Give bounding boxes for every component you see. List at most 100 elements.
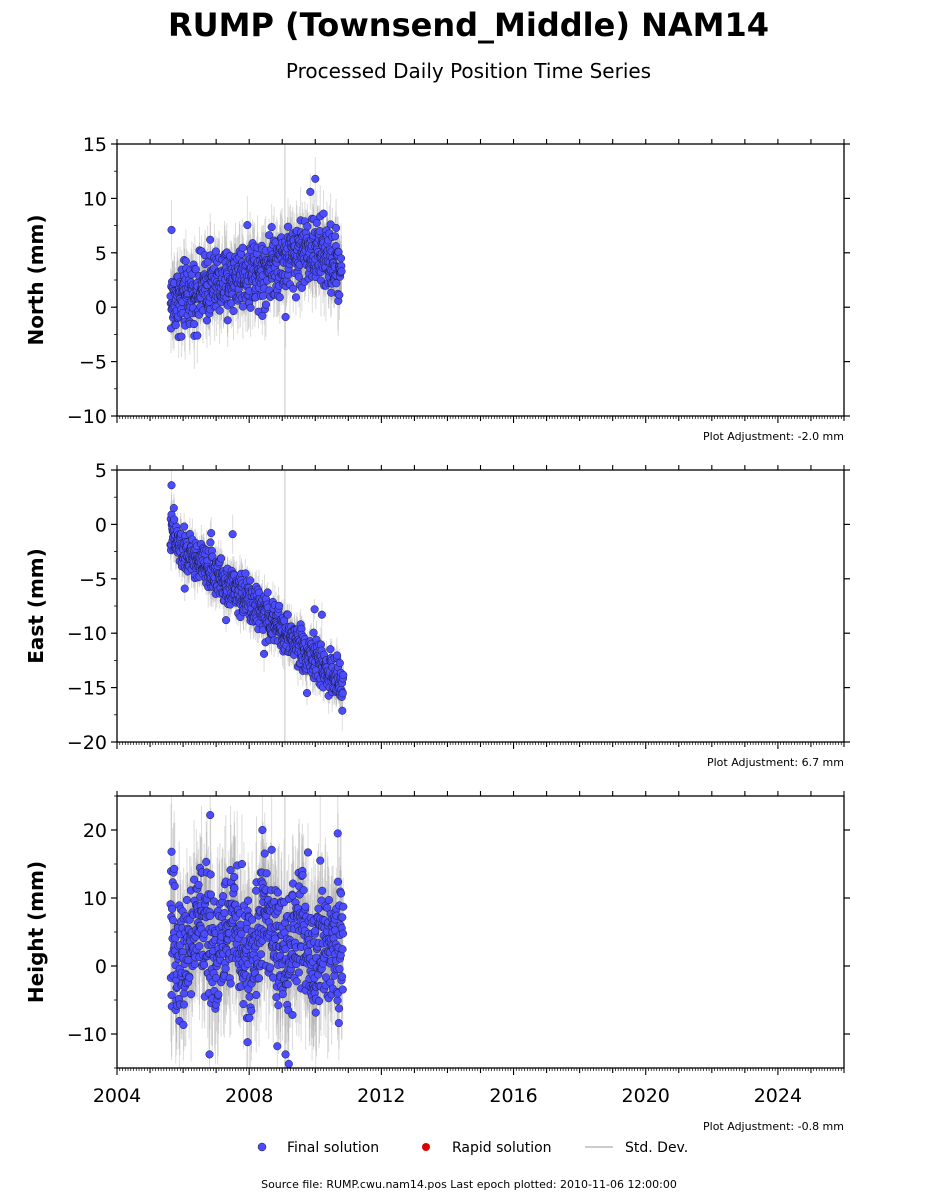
data-point xyxy=(334,1019,343,1028)
panel-1: −10 −5 0 5 10 15 North (mm) Plot Adjustment: -2… xyxy=(24,134,850,443)
data-layer xyxy=(166,796,348,1068)
data-point xyxy=(190,875,199,884)
data-point xyxy=(263,588,272,597)
data-point xyxy=(220,908,229,918)
data-point xyxy=(271,934,280,943)
data-point xyxy=(190,960,199,969)
data-point xyxy=(251,886,261,895)
data-point xyxy=(230,884,239,893)
data-point xyxy=(238,302,247,311)
data-point xyxy=(202,857,211,866)
data-point xyxy=(237,859,246,869)
data-point xyxy=(335,964,344,974)
data-point xyxy=(289,284,298,293)
data-point xyxy=(336,254,346,263)
data-point xyxy=(254,974,264,983)
data-point xyxy=(182,895,191,904)
data-point xyxy=(303,848,313,857)
data-point xyxy=(321,973,330,982)
data-point xyxy=(237,929,246,938)
y-tick-label: 10 xyxy=(83,888,107,910)
data-point xyxy=(205,1050,214,1059)
data-layer xyxy=(166,470,348,742)
data-point xyxy=(260,849,269,858)
data-point xyxy=(326,645,335,654)
data-point xyxy=(333,996,342,1005)
y-tick-label: −10 xyxy=(67,623,107,645)
y-tick-label: 5 xyxy=(95,460,107,482)
data-point xyxy=(222,616,231,625)
data-point xyxy=(239,1000,248,1009)
data-point xyxy=(179,1020,188,1029)
data-point xyxy=(241,569,250,578)
data-point xyxy=(223,316,232,325)
data-point xyxy=(245,1013,254,1022)
data-point xyxy=(275,601,284,610)
y-tick-label: 0 xyxy=(95,956,107,978)
data-point xyxy=(185,973,194,982)
data-point xyxy=(191,265,200,274)
data-point xyxy=(195,942,204,951)
data-point xyxy=(243,221,252,230)
data-point xyxy=(273,888,282,897)
data-point xyxy=(338,706,347,715)
data-point xyxy=(291,293,300,302)
y-tick-label: 5 xyxy=(95,243,107,265)
data-point xyxy=(258,825,267,835)
data-point xyxy=(318,886,327,895)
data-point xyxy=(331,232,340,241)
data-point xyxy=(315,226,324,236)
y-tick-label: −20 xyxy=(67,732,107,754)
data-point xyxy=(314,997,324,1006)
y-tick-label: 0 xyxy=(95,514,107,536)
data-point xyxy=(258,311,267,320)
data-point xyxy=(244,896,253,905)
data-point xyxy=(306,187,315,196)
data-point xyxy=(303,222,312,231)
data-point xyxy=(190,320,199,329)
data-point xyxy=(230,872,239,882)
chart-subtitle: Processed Daily Position Time Series xyxy=(286,59,651,83)
data-point xyxy=(273,1042,282,1051)
data-point xyxy=(294,272,303,281)
data-point xyxy=(336,889,346,898)
data-point xyxy=(256,950,266,959)
data-point xyxy=(314,904,323,913)
data-point xyxy=(194,880,203,889)
panels: −10 −5 0 5 10 15 North (mm) Plot Adjustment: -2… xyxy=(24,134,850,1133)
data-point xyxy=(312,218,321,228)
data-point xyxy=(323,903,332,912)
data-point xyxy=(267,223,276,232)
data-point xyxy=(247,1006,256,1015)
data-point xyxy=(335,658,344,668)
data-point xyxy=(266,963,275,972)
data-point xyxy=(203,258,212,267)
data-point xyxy=(302,688,312,698)
data-point xyxy=(168,916,178,925)
data-point xyxy=(248,915,257,924)
data-point xyxy=(284,1059,293,1068)
data-point xyxy=(217,554,226,563)
data-point xyxy=(333,651,342,660)
data-point xyxy=(206,890,215,899)
plot-adjustment-note: Plot Adjustment: 6.7 mm xyxy=(707,756,844,769)
data-point xyxy=(339,670,348,680)
data-point xyxy=(207,529,216,538)
data-point xyxy=(167,225,176,235)
data-point xyxy=(238,243,247,252)
y-tick-label: −5 xyxy=(79,569,107,591)
data-point xyxy=(245,992,254,1001)
data-point xyxy=(202,316,212,325)
data-point xyxy=(187,990,196,999)
data-point xyxy=(215,306,224,315)
data-point xyxy=(281,312,290,322)
data-point xyxy=(226,865,235,875)
data-point xyxy=(339,902,348,911)
data-point xyxy=(221,964,230,973)
data-point xyxy=(206,810,215,820)
data-point xyxy=(167,904,177,913)
data-point xyxy=(265,231,274,240)
data-point xyxy=(337,972,347,981)
y-tick-label: −10 xyxy=(67,1024,107,1046)
